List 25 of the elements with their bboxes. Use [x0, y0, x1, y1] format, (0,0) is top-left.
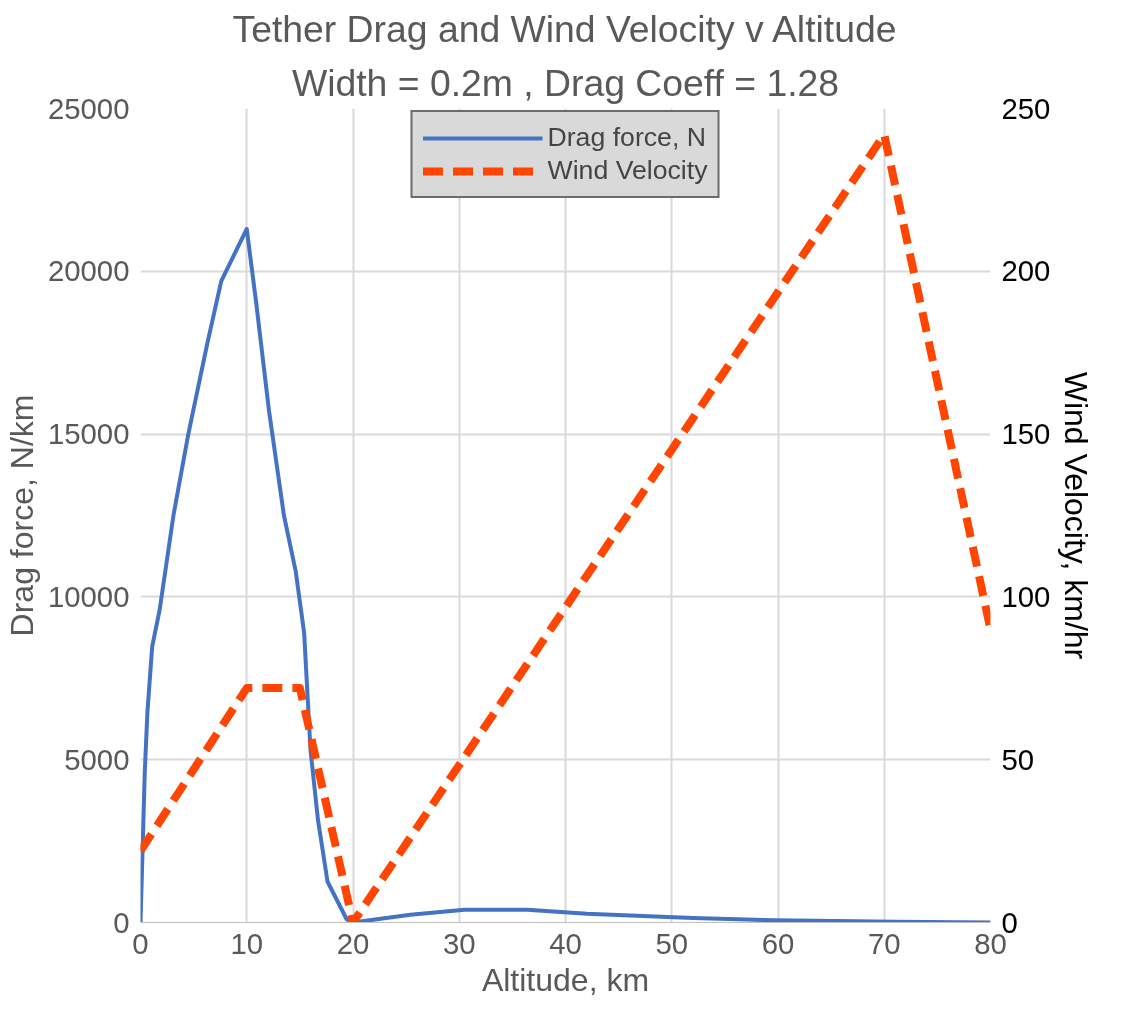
y2-tick-label: 100: [1001, 579, 1051, 613]
x-tick-label: 40: [549, 926, 582, 960]
y2-axis-title: Wind Velocity, km/hr: [1058, 371, 1095, 660]
legend-label: Wind Velocity: [547, 155, 708, 186]
y-tick-label: 20000: [47, 254, 130, 288]
x-tick-label: 20: [336, 926, 370, 960]
x-tick-label: 10: [230, 926, 264, 960]
y-tick-label: 10000: [47, 579, 130, 613]
y-tick-label: 25000: [47, 91, 130, 125]
y-tick-label: 0: [113, 905, 130, 939]
y2-tick-label: 200: [1001, 254, 1051, 288]
x-tick-label: 70: [867, 926, 901, 960]
x-tick-label: 60: [761, 926, 795, 960]
y2-tick-label: 50: [1001, 742, 1035, 776]
y-tick-label: 15000: [47, 417, 130, 451]
x-tick-label: 50: [655, 926, 689, 960]
x-tick-label: 30: [442, 926, 476, 960]
chart-title: Tether Drag and Wind Velocity v Altitude: [232, 7, 897, 50]
x-axis-title: Altitude, km: [481, 961, 650, 998]
y2-tick-label: 250: [1001, 91, 1051, 125]
y2-tick-label: 150: [1001, 417, 1051, 451]
y-tick-label: 5000: [64, 742, 130, 776]
legend-label: Drag force, N: [547, 122, 707, 153]
chart-subtitle: Width = 0.2m , Drag Coeff = 1.28: [291, 61, 840, 104]
y-axis-title: Drag force, N/km: [3, 394, 40, 637]
